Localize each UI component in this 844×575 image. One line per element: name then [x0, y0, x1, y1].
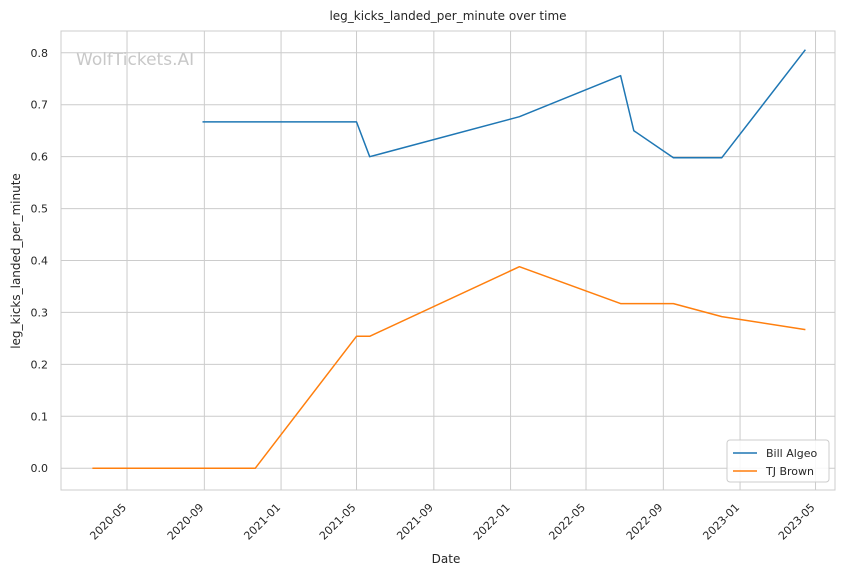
y-tick-label: 0.8 — [31, 47, 49, 60]
x-tick-label: 2022-09 — [624, 501, 666, 543]
x-tick-label: 2021-09 — [394, 501, 436, 543]
x-tick-label: 2023-01 — [700, 501, 742, 543]
y-axis-label: leg_kicks_landed_per_minute — [9, 173, 23, 349]
y-tick-labels: 0.0 0.1 0.2 0.3 0.4 0.5 0.6 0.7 0.8 — [31, 47, 49, 475]
legend-label-tj-brown: TJ Brown — [765, 465, 814, 478]
y-tick-label: 0.7 — [31, 99, 49, 112]
x-tick-label: 2022-05 — [546, 501, 588, 543]
y-tick-label: 0.4 — [31, 255, 49, 268]
watermark: WolfTickets.AI — [76, 50, 194, 70]
chart-title: leg_kicks_landed_per_minute over time — [329, 9, 566, 23]
series-line-tj-brown — [92, 265, 806, 469]
series-group — [92, 49, 806, 469]
y-tick-label: 0.6 — [31, 151, 49, 164]
y-tick-label: 0.1 — [31, 410, 49, 423]
x-tick-label: 2020-05 — [87, 501, 129, 543]
x-tick-label: 2023-05 — [776, 501, 818, 543]
y-tick-label: 0.2 — [31, 358, 49, 371]
y-tick-label: 0.0 — [31, 462, 49, 475]
y-tick-label: 0.3 — [31, 306, 49, 319]
x-axis-label: Date — [432, 552, 461, 566]
grid — [61, 31, 835, 490]
y-tick-label: 0.5 — [31, 203, 49, 216]
x-tick-labels: 2020-05 2020-09 2021-01 2021-05 2021-09 2022-… — [87, 501, 817, 543]
x-tick-label: 2021-05 — [317, 501, 359, 543]
legend-label-bill-algeo: Bill Algeo — [766, 447, 818, 460]
x-tick-label: 2022-01 — [471, 501, 513, 543]
series-line-bill-algeo — [202, 49, 806, 159]
x-tick-label: 2021-01 — [241, 501, 283, 543]
legend: Bill Algeo TJ Brown — [726, 439, 830, 483]
x-tick-label: 2020-09 — [165, 501, 207, 543]
